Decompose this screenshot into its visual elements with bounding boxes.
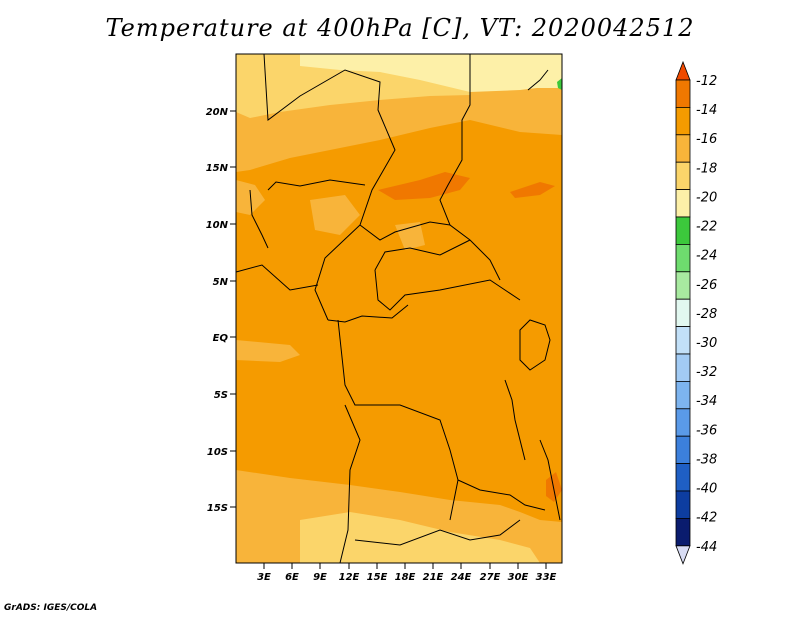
coast-east-lake <box>519 319 551 371</box>
border-path <box>359 221 451 241</box>
colorbar-label: -40 <box>696 482 717 497</box>
colorbar-swatch <box>675 216 691 245</box>
border-path <box>527 69 549 91</box>
colorbar-label: -44 <box>696 540 717 555</box>
lon-label: 12E <box>339 572 360 583</box>
colorbar-swatch <box>675 435 691 465</box>
colorbar-label: -22 <box>696 220 717 235</box>
border-path <box>236 264 319 291</box>
warm-patch-se <box>546 472 562 502</box>
colorbar-bottom-arrow <box>675 545 691 565</box>
border-path <box>339 404 361 563</box>
colorbar-swatch <box>675 161 691 190</box>
colorbar-swatch <box>675 271 691 300</box>
lon-label: 33E <box>536 572 557 583</box>
ne-green-patch <box>557 78 562 90</box>
central-cool-blob <box>310 195 360 235</box>
lon-label: 9E <box>313 572 327 583</box>
colorbar-swatch <box>675 380 691 410</box>
lon-label: 21E <box>423 572 444 583</box>
border-path <box>354 519 521 546</box>
northeast-yellow <box>470 54 562 88</box>
colorbar-label: -16 <box>696 132 717 147</box>
border-path <box>337 319 459 521</box>
colorbar-swatch <box>675 326 691 355</box>
central-cool-blob2 <box>395 222 425 250</box>
lat-label: 10S <box>207 447 228 458</box>
lat-label: 5S <box>214 390 228 401</box>
colorbar-swatch <box>675 134 691 163</box>
map-title: Temperature at 400hPa [C], VT: 202004251… <box>105 14 695 42</box>
border-path <box>263 54 396 321</box>
colorbar-swatch <box>675 79 691 108</box>
colorbar-label: -24 <box>696 249 717 264</box>
border-path <box>267 179 366 191</box>
lon-axis: 3E 6E 9E 12E 15E 18E 21E 24E 27E 30E 33E <box>257 563 557 583</box>
lat-label: 20N <box>206 107 229 118</box>
colorbar-label: -20 <box>696 190 717 205</box>
colorbar-label: -38 <box>696 452 717 467</box>
lat-label: 15N <box>206 163 229 174</box>
lon-label: 15E <box>367 572 388 583</box>
coast-lake-malawi <box>539 439 561 521</box>
coast-lake-tanganyika <box>504 379 526 461</box>
colorbar-label: -42 <box>696 511 717 526</box>
border-path <box>457 479 546 511</box>
colorbar-label: -12 <box>696 74 717 89</box>
colorbar-label: -32 <box>696 365 717 380</box>
colorbar-swatch <box>675 490 691 519</box>
colorbar-label: -34 <box>696 394 717 409</box>
colorbar-label: -18 <box>696 161 717 176</box>
colorbar-label: -36 <box>696 423 717 438</box>
lon-label: 6E <box>285 572 299 583</box>
lon-label: 24E <box>451 572 472 583</box>
border-path <box>249 189 269 249</box>
lon-label: 18E <box>395 572 416 583</box>
border-path <box>374 269 521 311</box>
colorbar-swatch <box>675 243 691 273</box>
border-path <box>439 54 501 281</box>
lon-label: 30E <box>508 572 529 583</box>
colorbar-swatch <box>675 298 691 328</box>
colorbar-swatch <box>675 518 691 547</box>
lat-axis: 20N 15N 10N 5N EQ 5S 10S 15S <box>206 107 236 514</box>
lat-label: EQ <box>213 333 229 344</box>
colorbar-label: -14 <box>696 103 717 118</box>
colorbar-top-arrow <box>675 60 691 81</box>
colorbar-label: -28 <box>696 307 717 322</box>
lon-label: 27E <box>480 572 501 583</box>
border-path <box>327 304 409 323</box>
lat-label: 5N <box>213 277 229 288</box>
colorbar-swatch <box>675 353 691 382</box>
warm-patch-east <box>510 182 555 198</box>
colorbar-swatch <box>675 107 691 136</box>
grads-credit: GrADS: IGES/COLA <box>4 603 98 613</box>
colorbar-swatch <box>675 189 691 218</box>
border-path <box>374 239 471 271</box>
warm-patch-north <box>378 172 470 200</box>
lat-label: 10N <box>206 220 229 231</box>
colorbar-swatch <box>675 408 691 437</box>
country-borders <box>236 54 561 563</box>
colorbar: -12 -14 -16 -18 -20 -22 -24 -26 -28 -30 -32 -34 -36 -… <box>675 60 717 565</box>
colorbar-label: -30 <box>696 336 717 351</box>
lat-label: 15S <box>207 503 228 514</box>
colorbar-swatch <box>675 463 691 492</box>
west-cool-strip <box>236 340 300 362</box>
colorbar-label: -26 <box>696 278 717 293</box>
map-frame <box>235 53 563 564</box>
lon-label: 3E <box>257 572 271 583</box>
temperature-field <box>236 54 562 563</box>
